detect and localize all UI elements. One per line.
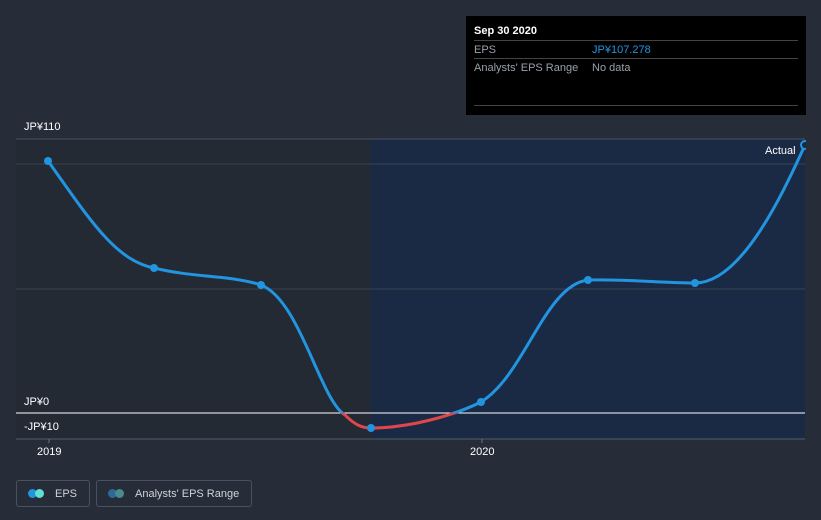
actual-annotation: Actual [765,145,796,157]
eps-legend-icon [28,489,44,498]
y-label-zero: JP¥0 [24,396,50,408]
data-point[interactable] [584,276,592,284]
data-point[interactable] [44,157,52,165]
tooltip-divider [474,105,798,106]
legend: EPS Analysts' EPS Range [16,480,253,507]
y-label-top: JP¥110 [24,121,61,133]
tooltip-date: Sep 30 2020 [474,25,537,37]
legend-range-button[interactable]: Analysts' EPS Range [96,480,253,507]
data-point[interactable] [691,279,699,287]
tooltip-range-label: Analysts' EPS Range [474,61,579,74]
legend-eps-button[interactable]: EPS [16,480,91,507]
tooltip-eps-value: JP¥107.278 [592,43,651,56]
legend-eps-label: EPS [55,487,78,500]
tooltip: Sep 30 2020 EPS JP¥107.278 Analysts' EPS… [466,16,806,115]
range-legend-icon [108,489,125,498]
x-label-2020: 2020 [470,446,495,458]
legend-range-label: Analysts' EPS Range [135,487,240,500]
data-point[interactable] [257,281,265,289]
tooltip-range-value: No data [592,61,631,74]
tooltip-row-range: Analysts' EPS Range No data [474,58,798,76]
data-point[interactable] [367,424,375,432]
tooltip-eps-label: EPS [474,43,497,56]
eps-line-negative [340,413,459,430]
data-point[interactable] [150,264,158,272]
x-label-2019: 2019 [37,446,62,458]
y-label-neg: -JP¥10 [24,421,59,433]
right-margin [806,130,821,450]
eps-line [46,144,807,413]
data-point[interactable] [477,398,485,406]
tooltip-row-eps: EPS JP¥107.278 [474,40,798,58]
